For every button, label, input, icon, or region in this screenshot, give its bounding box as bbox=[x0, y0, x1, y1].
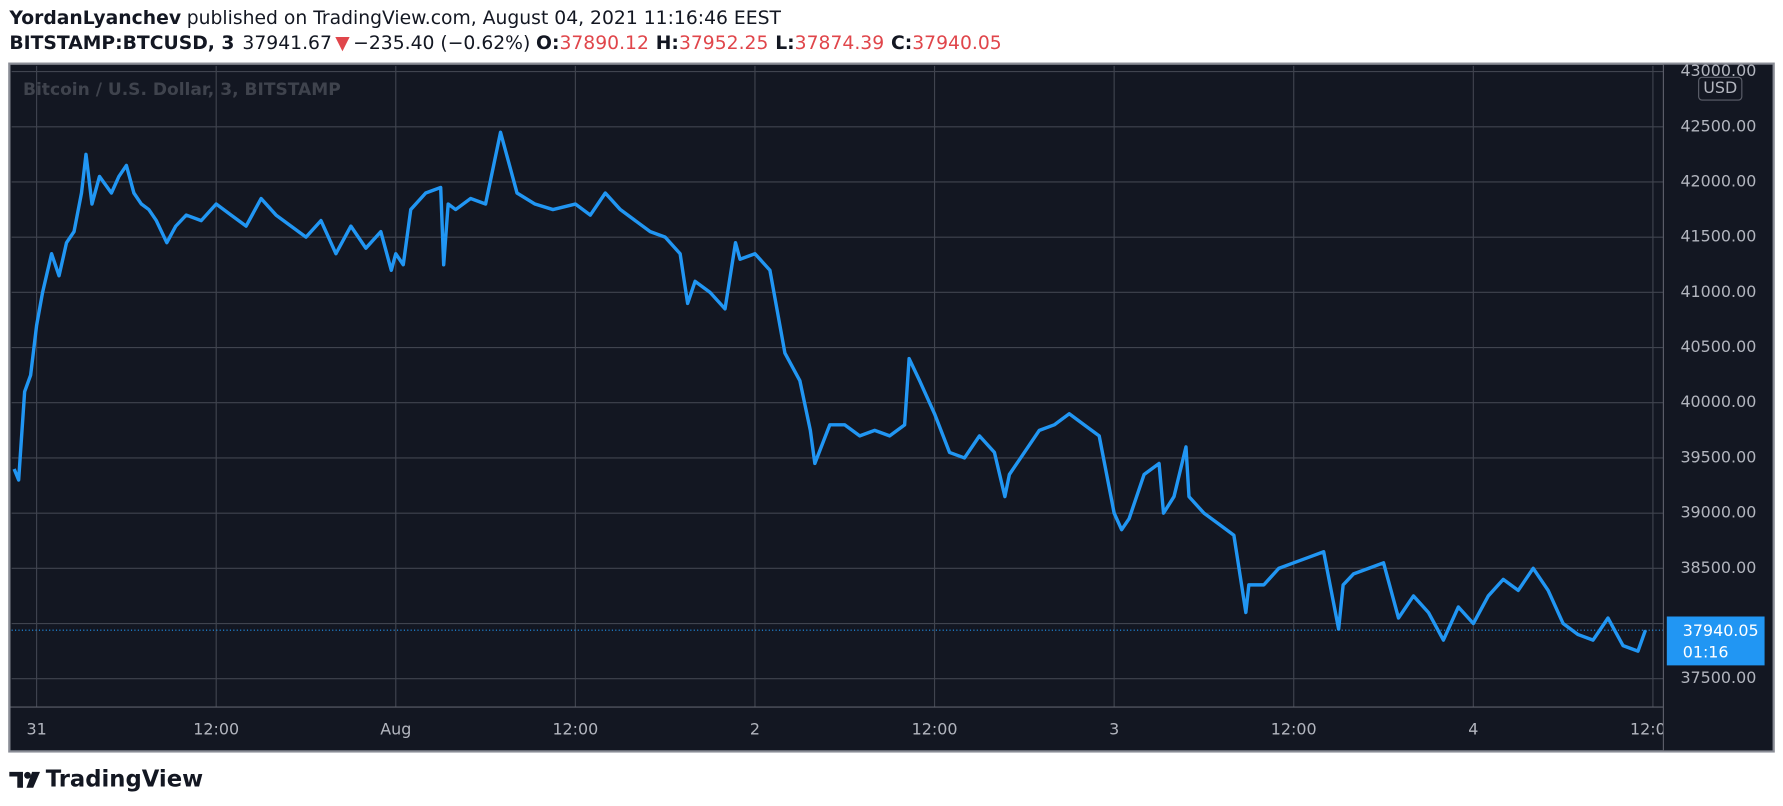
y-tick-label: 40000.00 bbox=[1680, 392, 1756, 411]
y-tick-label: 41500.00 bbox=[1680, 227, 1756, 246]
x-tick-label: 31 bbox=[26, 719, 46, 738]
header-line-1: YordanLyanchev published on TradingView.c… bbox=[8, 8, 781, 29]
low-label: L: bbox=[775, 33, 794, 54]
close: 37940.05 bbox=[912, 33, 1001, 54]
last-price-label: 37940.05 bbox=[1683, 621, 1759, 640]
x-tick-label: 12:00 bbox=[912, 719, 958, 738]
y-tick-label: 40500.00 bbox=[1680, 337, 1756, 356]
chart-frame bbox=[8, 62, 1775, 753]
y-tick-label: 41000.00 bbox=[1680, 282, 1756, 301]
high: 37952.25 bbox=[679, 33, 768, 54]
low: 37874.39 bbox=[795, 33, 884, 54]
last-price-box bbox=[1666, 616, 1765, 666]
x-tick-label: 12:00 bbox=[1271, 719, 1317, 738]
y-tick-label: 39000.00 bbox=[1680, 503, 1756, 522]
author: YordanLyanchev bbox=[8, 8, 181, 29]
published: published on TradingView.com, August 04,… bbox=[187, 8, 782, 29]
y-tick-label: 43000.00 bbox=[1680, 61, 1756, 80]
price: 37941.67 bbox=[242, 33, 331, 54]
unit-box bbox=[1698, 76, 1743, 101]
x-tick-label: Aug bbox=[380, 719, 411, 738]
high-label: H: bbox=[656, 33, 679, 54]
x-tick-label: 3 bbox=[1109, 719, 1119, 738]
chart-title: Bitcoin / U.S. Dollar, 3, BITSTAMP bbox=[23, 80, 341, 100]
header-line-2: BITSTAMP:BTCUSD, 3 37941.67 ▼ −235.40 (−0.6… bbox=[9, 33, 1001, 54]
unit-label: USD bbox=[1703, 78, 1737, 97]
y-tick-label: 42500.00 bbox=[1680, 116, 1756, 135]
x-tick-label: 2 bbox=[750, 719, 760, 738]
arrow: ▼ bbox=[335, 33, 350, 54]
y-tick-label: 37500.00 bbox=[1680, 668, 1756, 687]
open-label: O: bbox=[536, 33, 559, 54]
open: 37890.12 bbox=[559, 33, 648, 54]
symbol: BITSTAMP:BTCUSD, 3 bbox=[9, 33, 234, 54]
price-line bbox=[12, 130, 1648, 653]
change: −235.40 (−0.62%) bbox=[353, 33, 530, 54]
close-label: C: bbox=[891, 33, 912, 54]
x-tick-label: 12:00 bbox=[193, 719, 239, 738]
brand: TradingView bbox=[46, 766, 203, 792]
y-tick-label: 38500.00 bbox=[1680, 558, 1756, 577]
plot-area: 31 12:00 Aug 12:00 2 12:00 3 12:00 4 12:00Bitcoin… bbox=[10, 61, 1773, 751]
countdown-label: 01:16 bbox=[1683, 642, 1729, 661]
logo bbox=[9, 771, 41, 788]
y-tick-label: 42000.00 bbox=[1680, 171, 1756, 190]
x-tick-label: 12:00 bbox=[552, 719, 598, 738]
x-tick-label: 4 bbox=[1468, 719, 1478, 738]
y-tick-label: 39500.00 bbox=[1680, 447, 1756, 466]
